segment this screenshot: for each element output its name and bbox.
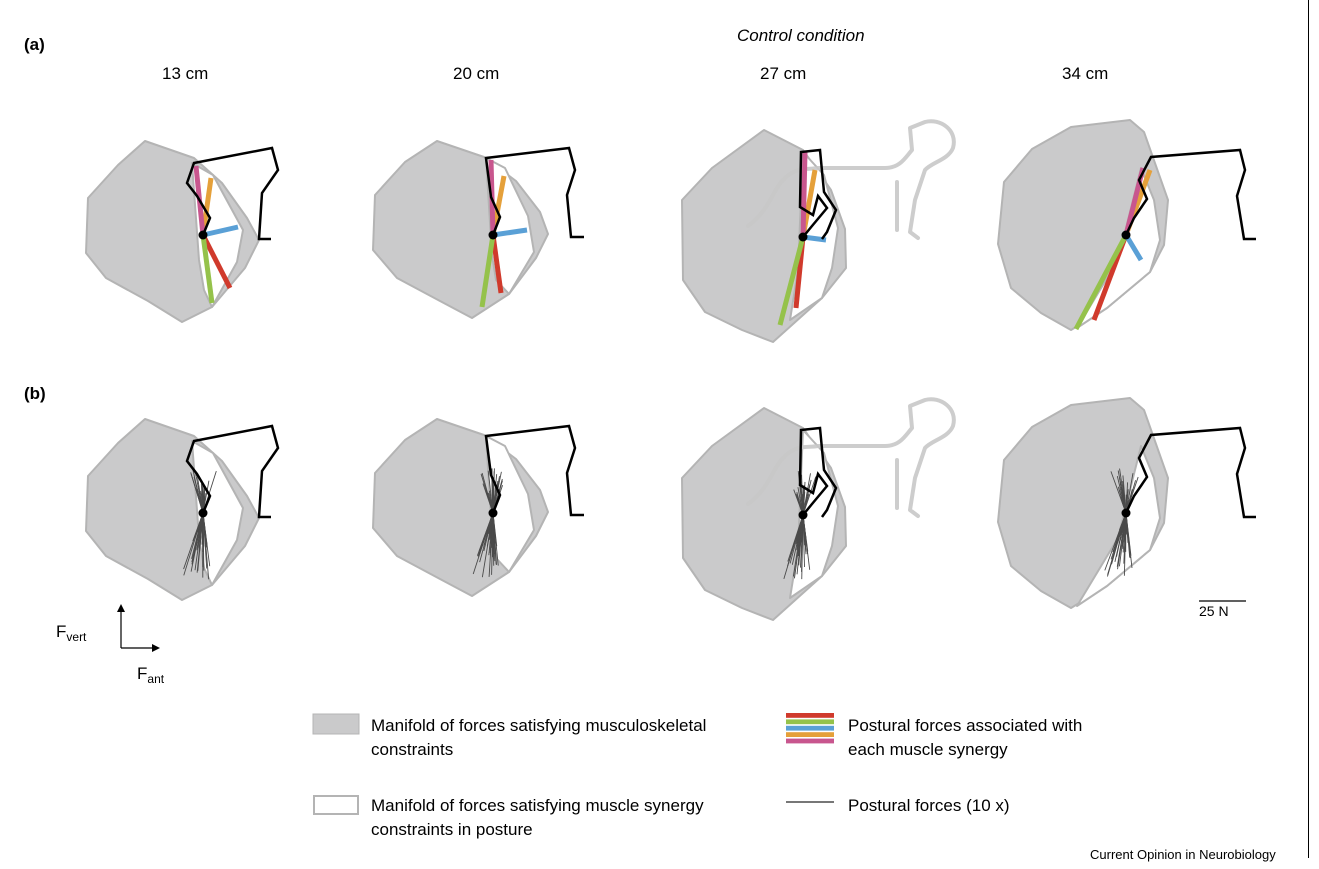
figure-right-border [1308, 0, 1309, 858]
legend-synergy-color-blue [786, 725, 834, 731]
panel-a-column-1 [85, 140, 280, 323]
synergy-manifold [191, 162, 244, 308]
legend-musculoskeletal-swatch [312, 713, 360, 735]
postural-force-line [1125, 512, 1131, 559]
legend-synergy-color-red [786, 713, 834, 718]
postural-force-line [798, 514, 804, 566]
limb-posture [484, 424, 584, 517]
panel-a-column-2 [372, 140, 584, 319]
panel-a-column-3 [681, 119, 956, 343]
legend-postural-forces-text: Postural forces (10 x) [848, 796, 1010, 815]
limb-posture [1124, 148, 1256, 241]
panel-b-column-2 [372, 418, 584, 597]
legend-synergy-swatch [313, 795, 359, 815]
synergy-manifold [1076, 445, 1161, 607]
postural-force-line [476, 512, 494, 556]
foot-point [198, 508, 208, 518]
legend-swatches [312, 713, 834, 815]
panel-b-column-3 [681, 397, 956, 621]
column-label-34cm: 34 cm [1062, 64, 1109, 83]
synergy-force-green [777, 236, 806, 326]
synergy-force-green [1073, 233, 1129, 331]
scale-bar-label: 25 N [1199, 603, 1229, 619]
synergy-force-blue [492, 227, 528, 238]
column-label-20cm: 20 cm [453, 64, 500, 83]
condition-title: Control condition [737, 26, 865, 45]
limb-posture [798, 426, 838, 518]
postural-force-line [195, 472, 204, 514]
cat-silhouette [746, 119, 956, 240]
journal-credit: Current Opinion in Neurobiology [1090, 847, 1276, 862]
limb-posture [484, 146, 584, 239]
legend-synergy-color-orange [786, 732, 834, 737]
postural-force-line [492, 512, 497, 564]
cat-silhouette [746, 397, 956, 518]
synergy-force-red [490, 234, 504, 294]
legend-synergy-color-green [786, 719, 834, 725]
foot-point [798, 232, 808, 242]
postural-force-line [802, 476, 817, 516]
synergy-force-green [479, 234, 496, 308]
panel-a-column-4 [997, 119, 1256, 331]
limb-posture [1124, 426, 1256, 519]
legend-musculoskeletal-text: Manifold of forces satisfying musculoske… [371, 716, 707, 759]
postural-force-line [202, 512, 211, 567]
limb-posture [798, 148, 838, 240]
postural-force-line [1117, 486, 1127, 514]
legend-synergy-forces-text: Postural forces associated with each mus… [848, 716, 1083, 759]
foot-point [198, 230, 208, 240]
panel-b-label: (b) [24, 384, 46, 403]
postural-force-line [1122, 512, 1127, 553]
postural-force-line [1112, 512, 1127, 553]
foot-point [798, 510, 808, 520]
postural-force-line [491, 512, 494, 544]
horizontal-axis-arrow [152, 644, 160, 652]
foot-point [488, 508, 498, 518]
synergy-force-red [200, 233, 233, 290]
foot-point [1121, 230, 1131, 240]
limb-posture [185, 146, 280, 241]
panel-b-column-1 [85, 418, 280, 601]
vertical-force-axis-label: Fvert [56, 622, 87, 644]
synergy-force-green [200, 234, 215, 304]
postural-force-line [797, 487, 804, 516]
panel-b-column-4 [997, 397, 1256, 609]
foot-point [488, 230, 498, 240]
panel-a-label: (a) [24, 35, 45, 54]
limb-posture [185, 424, 280, 519]
synergy-force-magenta [800, 151, 808, 238]
foot-point [1121, 508, 1131, 518]
postural-force-line [198, 512, 204, 548]
vertical-axis-arrow [117, 604, 125, 612]
synergy-force-blue [202, 224, 239, 238]
anterior-force-axis-label: Fant [137, 664, 165, 686]
column-label-27cm: 27 cm [760, 64, 807, 83]
postural-force-line [479, 512, 494, 563]
column-label-13cm: 13 cm [162, 64, 209, 83]
synergy-force-blue [1123, 233, 1144, 262]
postural-force-line [802, 514, 811, 570]
postural-force-line [481, 512, 494, 578]
legend-synergy-color-magenta [786, 738, 834, 744]
legend-synergy-manifold-text: Manifold of forces satisfying muscle syn… [371, 796, 704, 839]
force-axes-indicator [117, 604, 160, 652]
